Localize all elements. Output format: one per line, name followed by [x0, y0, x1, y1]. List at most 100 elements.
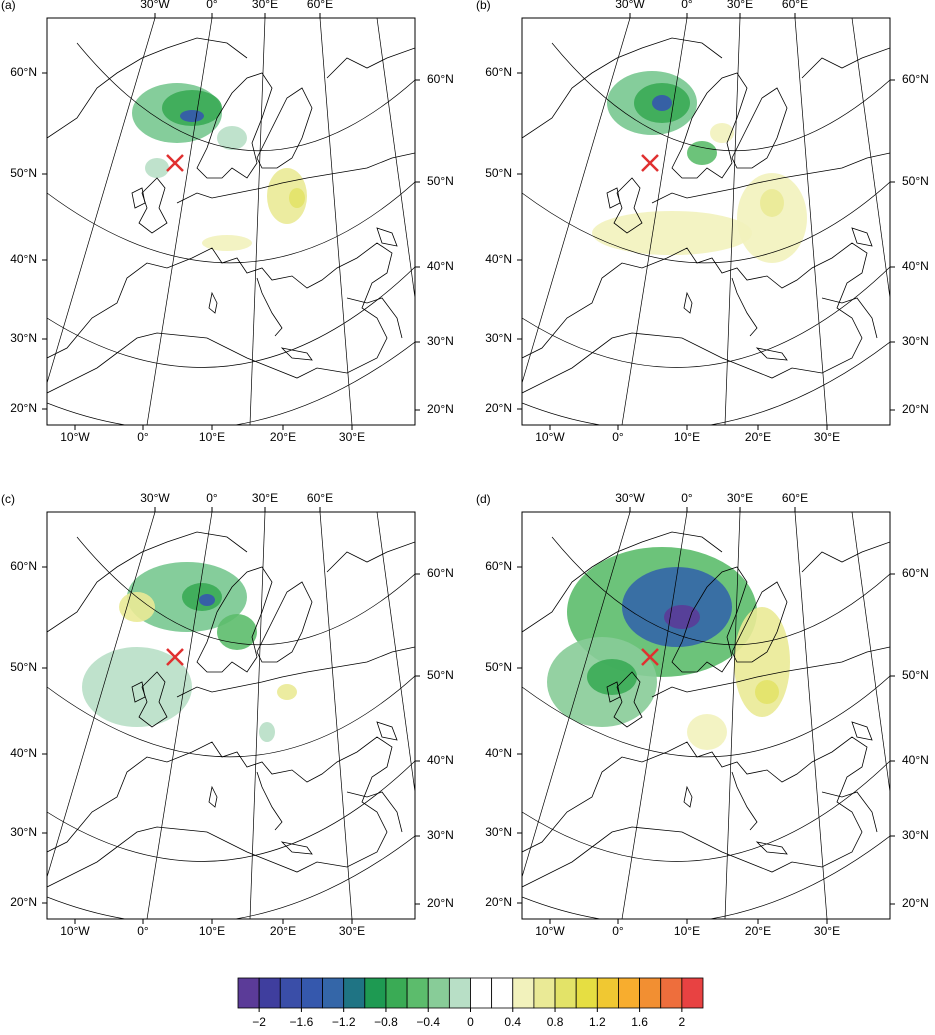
left-label: 50°N: [10, 166, 37, 180]
coastline: [47, 242, 393, 394]
map-frame: [46, 17, 416, 426]
top-label: 60°E: [307, 0, 333, 11]
coastline: [196, 72, 273, 179]
map-frame: [46, 511, 416, 920]
top-label: 30°W: [615, 0, 645, 11]
bottom-label: 0°: [612, 924, 624, 938]
map-panel: (b) 30°W 0° 30°E 60°E 60°N 50°N 40°N 30°N 20°N 60°…: [476, 0, 929, 444]
left-label: 60°N: [485, 65, 512, 79]
bottom-label: 0°: [612, 430, 624, 444]
colorbar-box: [512, 977, 535, 1009]
latitude-line: [76, 42, 415, 151]
colorbar-box: [491, 977, 514, 1009]
coastline: [821, 297, 878, 339]
colorbar-box: [406, 977, 429, 1009]
latitude-line: [47, 835, 415, 919]
coastline: [256, 87, 313, 169]
bottom-label: 0°: [137, 924, 149, 938]
coastline: [256, 771, 283, 831]
right-label: 60°N: [427, 566, 454, 580]
latitude-line: [47, 675, 415, 758]
meridian-line: [319, 18, 353, 425]
right-label: 50°N: [427, 174, 454, 188]
meridian-line: [146, 512, 213, 919]
coastline: [755, 841, 788, 855]
colorbar-label: −1.2: [332, 1015, 356, 1029]
coastline: [522, 736, 868, 888]
bottom-label: 10°W: [60, 924, 90, 938]
colorbar-box: [533, 977, 556, 1009]
colorbar-label: −1.6: [290, 1015, 314, 1029]
top-label: 60°E: [782, 491, 808, 505]
colorbar-box: [618, 977, 640, 1009]
latitude-line: [551, 42, 890, 151]
anomaly-field: [737, 173, 807, 263]
colorbar-label: −2: [252, 1015, 266, 1029]
top-label: 30°E: [252, 0, 278, 11]
map-background: [47, 18, 415, 425]
coastline: [851, 721, 873, 741]
colorbar-label: −0.4: [416, 1015, 440, 1029]
coastline: [821, 791, 878, 833]
panel-label: (d): [476, 492, 491, 506]
top-label: 0°: [681, 491, 693, 505]
bottom-label: 10°W: [535, 430, 565, 444]
right-label: 60°N: [902, 566, 929, 580]
colorbar-box: [596, 977, 619, 1009]
coastline: [346, 297, 403, 339]
right-label: 60°N: [427, 72, 454, 86]
left-label: 30°N: [485, 331, 512, 345]
right-label: 30°N: [902, 828, 929, 842]
meridian-line: [794, 18, 828, 425]
meridian-line: [47, 18, 156, 384]
right-label: 50°N: [902, 668, 929, 682]
map-frame: [521, 17, 891, 426]
coastline: [376, 227, 398, 247]
anomaly-field: [180, 110, 204, 122]
coastline: [326, 47, 415, 79]
colorbar-box: [554, 977, 577, 1009]
right-label: 50°N: [427, 668, 454, 682]
right-label: 40°N: [902, 259, 929, 273]
meridian-line: [376, 18, 415, 299]
anomaly-field: [289, 188, 305, 208]
left-label: 20°N: [485, 401, 512, 415]
latitude-line: [522, 675, 890, 758]
latitude-line: [551, 536, 890, 645]
meridian-line: [47, 512, 156, 878]
meridian-line: [621, 512, 688, 919]
anomaly-field: [217, 126, 247, 150]
anomaly-field: [145, 158, 169, 178]
site-marker: [166, 648, 184, 666]
colorbar-box: [279, 977, 302, 1009]
map-area: [522, 18, 890, 425]
colorbar-label: −0.8: [374, 1015, 398, 1029]
bottom-label: 20°E: [745, 430, 771, 444]
colorbar-box: [681, 977, 704, 1009]
top-label: 30°W: [615, 491, 645, 505]
latitude-line: [47, 760, 415, 862]
left-label: 30°N: [10, 331, 37, 345]
coastline: [176, 646, 415, 698]
bottom-label: 30°E: [814, 924, 840, 938]
anomaly-field: [755, 680, 779, 704]
map-frame: [521, 511, 891, 920]
coastline: [256, 277, 283, 337]
bottom-label: 10°E: [674, 924, 700, 938]
colorbar-box: [660, 977, 683, 1009]
site-marker: [641, 648, 659, 666]
bottom-label: 10°W: [535, 924, 565, 938]
anomaly-field: [760, 189, 784, 217]
coastline: [731, 771, 758, 831]
latitude-line: [522, 760, 890, 862]
right-label: 30°N: [427, 334, 454, 348]
colorbar-box: [427, 977, 450, 1009]
bottom-label: 10°E: [674, 430, 700, 444]
colorbar-label: 1.2: [589, 1015, 606, 1029]
coastline: [346, 791, 403, 833]
left-label: 40°N: [10, 252, 37, 266]
coastline: [613, 671, 643, 728]
anomaly-field: [277, 684, 297, 700]
right-label: 40°N: [427, 259, 454, 273]
